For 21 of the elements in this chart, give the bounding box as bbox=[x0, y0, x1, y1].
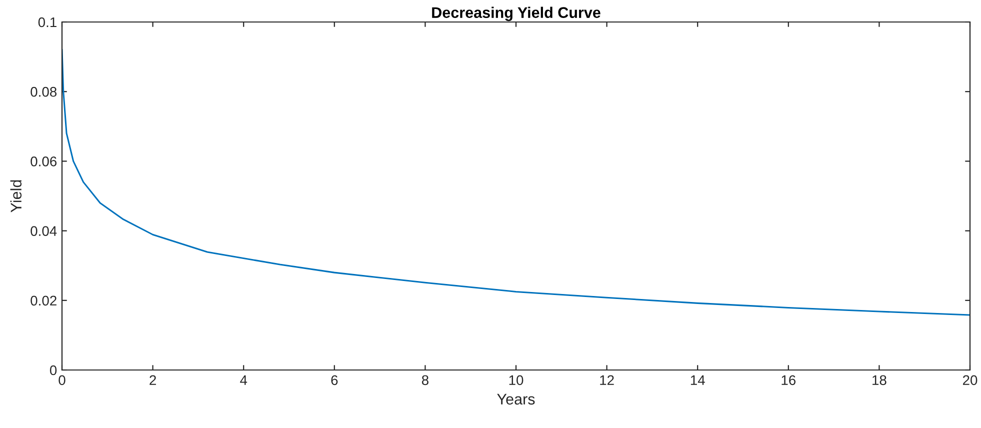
y-tick-label: 0.06 bbox=[30, 156, 57, 166]
chart-title: Decreasing Yield Curve bbox=[432, 6, 600, 22]
x-tick-label: 12 bbox=[600, 375, 614, 385]
x-tick-label: 16 bbox=[782, 375, 796, 386]
y-tick-label: 0.02 bbox=[30, 296, 56, 306]
y-tick-label: 0 bbox=[50, 365, 57, 376]
x-tick-label: 6 bbox=[331, 375, 338, 386]
y-tick-label: 0.08 bbox=[30, 86, 57, 97]
x-tick-label: 8 bbox=[422, 375, 428, 386]
x-tick-label: 4 bbox=[240, 375, 248, 385]
x-tick-label: 14 bbox=[690, 375, 705, 385]
x-tick-label: 18 bbox=[872, 375, 886, 386]
x-axis-title: Years bbox=[497, 394, 535, 405]
x-tick-label: 20 bbox=[962, 375, 978, 386]
x-tick-label: 0 bbox=[58, 375, 66, 386]
y-tick-label: 0.04 bbox=[30, 226, 57, 236]
y-tick-label: 0.1 bbox=[38, 17, 56, 28]
x-tick-label: 10 bbox=[509, 375, 524, 386]
y-axis-title: Yield bbox=[10, 180, 22, 212]
line-series bbox=[62, 49, 970, 316]
x-tick-label: 2 bbox=[150, 375, 156, 385]
